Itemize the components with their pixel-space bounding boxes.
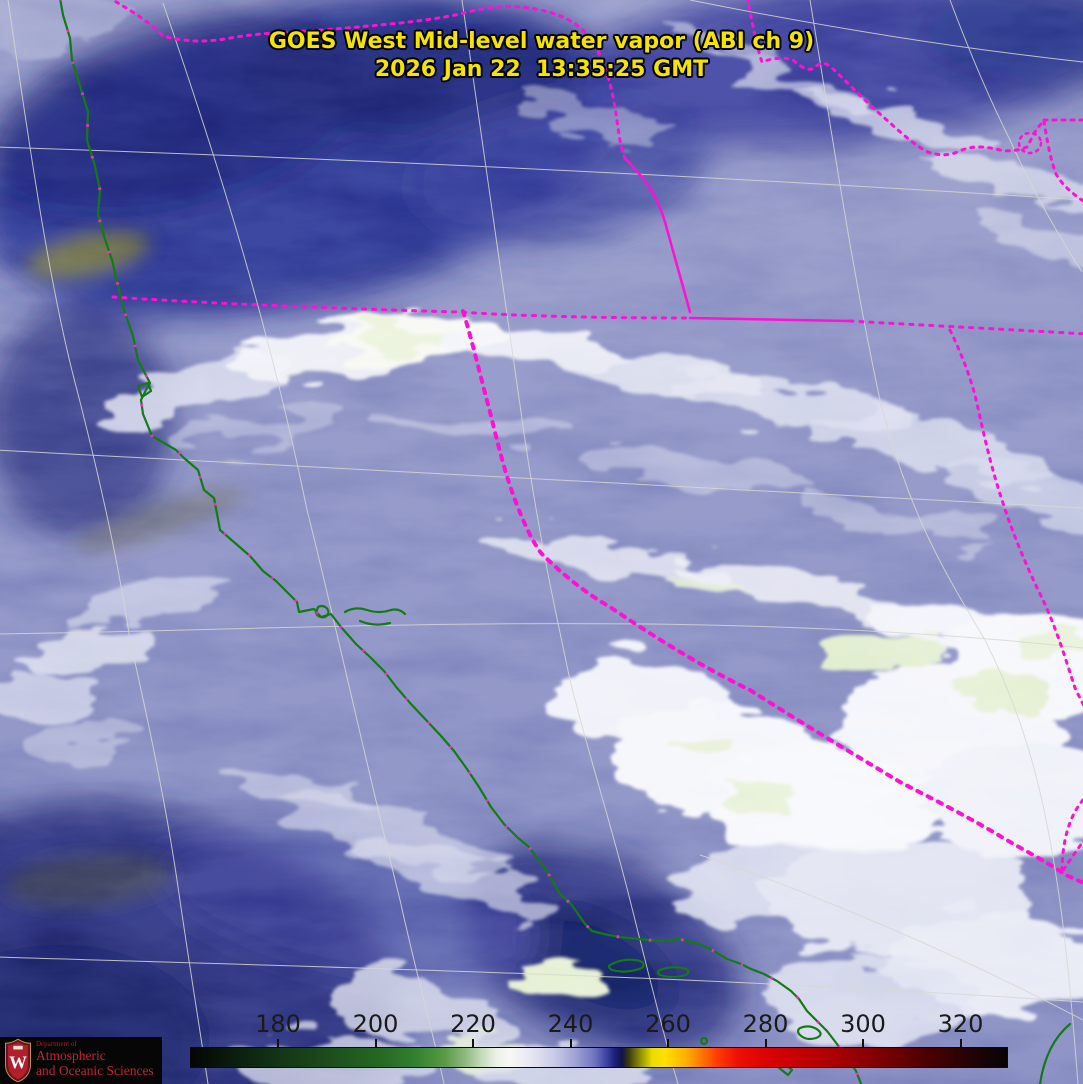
logo-name-line1: Atmospheric bbox=[36, 1048, 106, 1063]
colorbar-tick bbox=[764, 1039, 767, 1047]
colorbar-tick-label: 300 bbox=[840, 1010, 886, 1038]
colorbar-tick bbox=[472, 1039, 474, 1047]
uw-aos-logo: W Department of Atmospheric and Oceanic … bbox=[0, 1037, 162, 1084]
colorbar-tick bbox=[374, 1039, 377, 1047]
colorbar-tick bbox=[569, 1039, 572, 1047]
colorbar-tick bbox=[667, 1039, 669, 1047]
logo-name-line2: and Oceanic Sciences bbox=[36, 1063, 154, 1078]
colorbar-tick-label: 240 bbox=[547, 1010, 594, 1038]
colorbar-tick-label: 260 bbox=[645, 1010, 691, 1038]
state-borders bbox=[110, 0, 1083, 885]
colorbar-tick bbox=[959, 1039, 962, 1047]
colorbar-tick-label: 180 bbox=[255, 1010, 301, 1038]
temperature-colorbar bbox=[190, 1047, 1008, 1068]
uw-crest-icon: W bbox=[4, 1039, 32, 1082]
logo-dept-line: Department of bbox=[36, 1040, 77, 1048]
colorbar-tick-label: 220 bbox=[450, 1010, 496, 1038]
colorbar-tick bbox=[862, 1039, 864, 1047]
colorbar-tick-label: 280 bbox=[742, 1010, 789, 1038]
colorbar-tick-label: 200 bbox=[352, 1010, 399, 1038]
crest-letter: W bbox=[9, 1052, 27, 1072]
colorbar-tick bbox=[277, 1039, 279, 1047]
colorbar-tick-label: 320 bbox=[937, 1010, 984, 1038]
channel-islands bbox=[607, 958, 645, 973]
logo-text: Department of Atmospheric and Oceanic Sc… bbox=[36, 1040, 154, 1078]
